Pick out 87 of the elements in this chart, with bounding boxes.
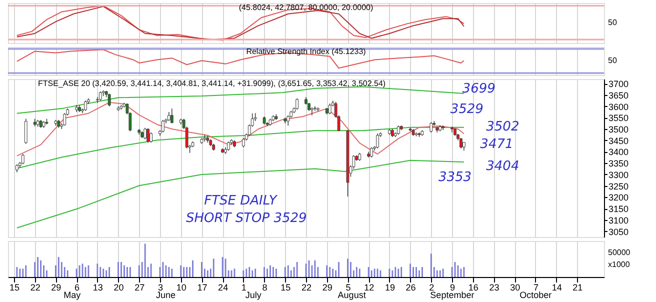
x-tick-label: 23 <box>489 282 500 292</box>
chart-title: FTSE_ASE 20 (3,420.59, 3,441.14, 3,404.81, 3,441.14, +31.9099), (3,651.65, 3,353.42, 3,502.54) <box>38 79 386 88</box>
x-tick-label: 20 <box>114 282 124 292</box>
y-tick-label: 3300 <box>608 170 629 180</box>
x-tick-label: 27 <box>134 282 145 292</box>
annotation: 3529 <box>450 102 484 118</box>
y-tick-label: 3450 <box>608 136 629 146</box>
y-tick-label: 3250 <box>608 181 629 192</box>
x-tick-label: 15 <box>9 282 20 292</box>
x-tick-label: 7 <box>533 282 538 292</box>
candlestick <box>313 106 316 112</box>
candlestick <box>170 108 174 124</box>
candlestick <box>24 118 28 144</box>
x-tick-label: 10 <box>176 282 186 292</box>
x-tick-label: 8 <box>262 282 268 292</box>
x-tick-label: 19 <box>384 282 395 292</box>
candlestick <box>162 120 164 133</box>
x-tick-label: 24 <box>218 282 228 292</box>
candlestick <box>98 91 102 101</box>
candlestick <box>460 138 462 149</box>
text: July <box>245 290 262 300</box>
line-series <box>16 126 464 169</box>
candlestick <box>96 96 99 104</box>
text: June <box>156 290 176 300</box>
x-tick-label: 12 <box>364 282 374 292</box>
annotation: FTSE DAILY <box>204 194 278 209</box>
x-tick-label: 1 <box>241 282 246 292</box>
x-tick-label: 29 <box>322 282 332 292</box>
candlestick <box>150 132 152 144</box>
y-tick-label: 3050 <box>608 226 629 237</box>
annotation: 3502 <box>486 119 520 134</box>
annotation: 3404 <box>486 158 520 174</box>
y-tick-label: 3650 <box>608 90 629 100</box>
x-tick-label: 22 <box>301 282 312 292</box>
candlestick <box>84 100 87 112</box>
candlestick <box>376 133 379 149</box>
text: May <box>64 290 82 300</box>
y-tick-label: 3350 <box>608 158 629 169</box>
y-tick-label: 3550 <box>608 113 629 124</box>
candlestick <box>242 138 245 148</box>
text: 50 <box>608 18 618 27</box>
candlestick <box>167 112 170 122</box>
candlestick <box>146 128 150 144</box>
text: August <box>338 290 366 300</box>
candlestick <box>63 112 66 126</box>
text: 50 <box>608 56 618 65</box>
candlestick <box>227 141 230 152</box>
y-tick-label: 3100 <box>608 215 629 226</box>
y-tick-label: 3700 <box>608 79 629 90</box>
y-tick-label: 3150 <box>608 204 629 214</box>
candlestick <box>396 125 400 136</box>
text: x1000 <box>608 260 630 269</box>
x-tick-label: 5 <box>346 282 351 292</box>
candlestick <box>430 122 433 133</box>
x-tick-label: 22 <box>30 282 40 292</box>
candlestick <box>144 127 147 140</box>
annotation: SHORT STOP 3529 <box>186 211 307 226</box>
x-tick-label: 9 <box>450 282 456 292</box>
x-tick-label: 14 <box>552 282 562 292</box>
y-tick-label: 3500 <box>608 124 629 135</box>
candlestick <box>328 103 332 115</box>
candlestick <box>296 98 299 110</box>
x-tick-label: 16 <box>468 282 478 292</box>
y-tick-label: 3200 <box>608 192 629 203</box>
annotation: 3471 <box>480 136 514 152</box>
text: 50000 <box>608 248 631 257</box>
x-tick-label: 2 <box>429 282 434 292</box>
x-tick-label: 6 <box>74 282 80 292</box>
x-tick-label: 21 <box>572 282 583 292</box>
x-tick-label: 17 <box>197 282 208 292</box>
x-tick-label: 30 <box>510 282 520 292</box>
x-tick-label: 3 <box>158 282 163 292</box>
text: September <box>430 290 474 300</box>
candlestick <box>370 146 374 158</box>
x-tick-label: 26 <box>406 282 416 292</box>
candlestick <box>310 107 314 116</box>
text: October <box>520 290 552 300</box>
candlestick <box>21 154 24 165</box>
x-tick-label: 15 <box>280 282 291 292</box>
candlestick <box>108 93 111 107</box>
annotation: 3699 <box>462 81 496 96</box>
candlestick <box>286 114 290 126</box>
x-tick-label: 29 <box>51 282 62 292</box>
annotation: 3353 <box>438 170 472 185</box>
y-tick-label: 3600 <box>608 102 629 112</box>
y-tick-label: 3400 <box>608 147 629 158</box>
x-tick-label: 13 <box>92 282 103 292</box>
